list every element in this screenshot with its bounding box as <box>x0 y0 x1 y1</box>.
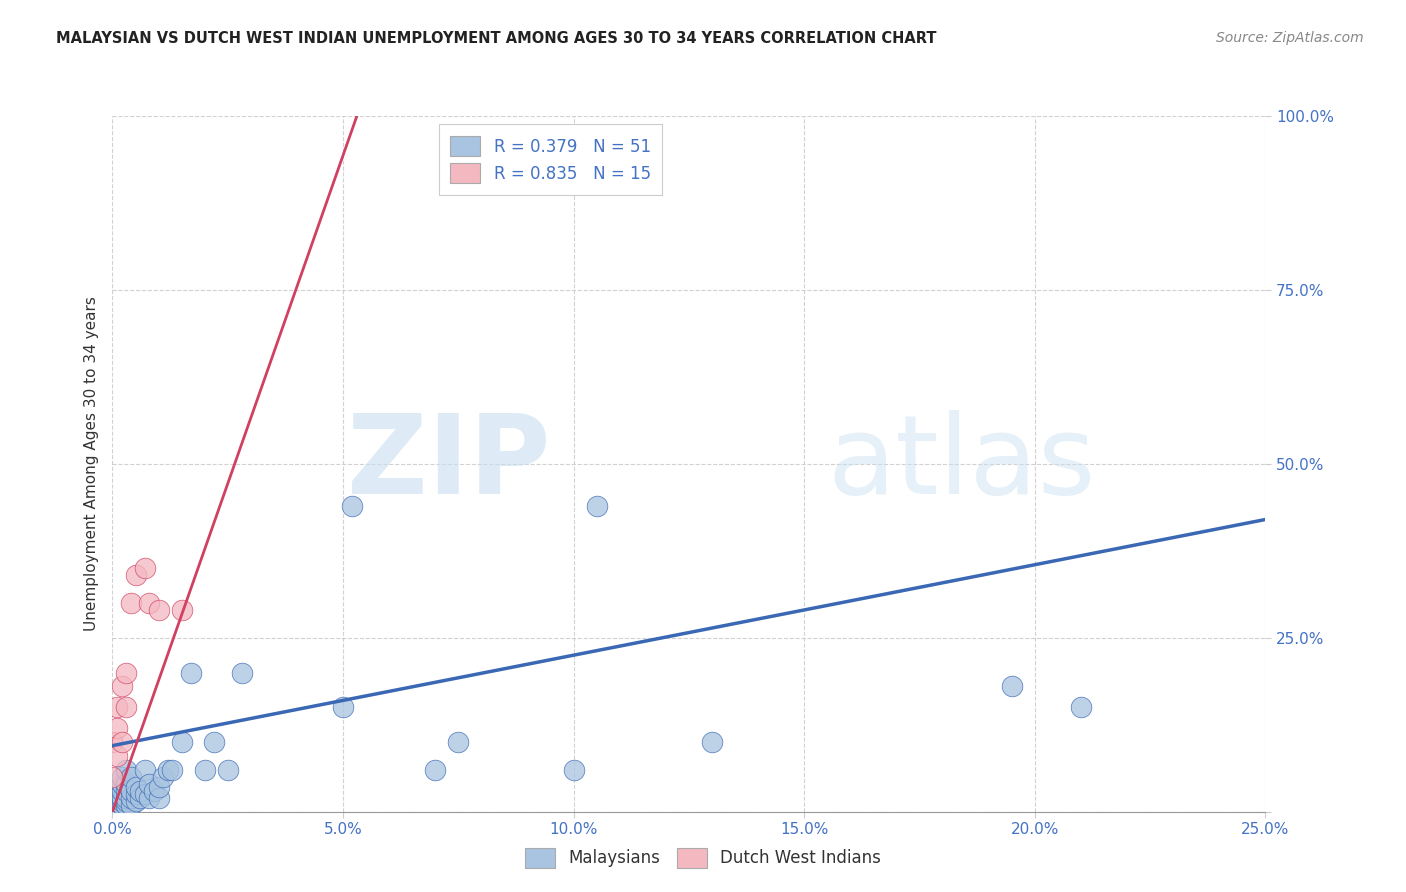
Point <box>162 763 184 777</box>
Point <box>124 788 146 801</box>
Text: atlas: atlas <box>827 410 1095 517</box>
Point <box>700 735 723 749</box>
Point <box>156 763 179 777</box>
Point <box>585 499 607 513</box>
Point <box>111 680 134 694</box>
Point <box>111 797 134 812</box>
Legend: R = 0.379   N = 51, R = 0.835   N = 15: R = 0.379 N = 51, R = 0.835 N = 15 <box>439 124 662 195</box>
Point <box>115 797 138 812</box>
Point <box>170 735 193 749</box>
Point <box>129 784 152 798</box>
Point <box>115 794 138 808</box>
Legend: Malaysians, Dutch West Indians: Malaysians, Dutch West Indians <box>519 841 887 875</box>
Point <box>115 777 138 791</box>
Point <box>332 700 354 714</box>
Point <box>111 770 134 784</box>
Point <box>194 763 217 777</box>
Point <box>120 790 142 805</box>
Y-axis label: Unemployment Among Ages 30 to 34 years: Unemployment Among Ages 30 to 34 years <box>83 296 98 632</box>
Point <box>180 665 202 680</box>
Point <box>120 596 142 610</box>
Point <box>115 700 138 714</box>
Point <box>134 763 156 777</box>
Point <box>170 603 193 617</box>
Text: ZIP: ZIP <box>347 410 551 517</box>
Point <box>105 794 128 808</box>
Point <box>447 735 470 749</box>
Text: MALAYSIAN VS DUTCH WEST INDIAN UNEMPLOYMENT AMONG AGES 30 TO 34 YEARS CORRELATIO: MALAYSIAN VS DUTCH WEST INDIAN UNEMPLOYM… <box>56 31 936 46</box>
Point <box>138 596 160 610</box>
Point <box>217 763 239 777</box>
Point <box>231 665 253 680</box>
Point <box>124 780 146 795</box>
Point <box>105 788 128 801</box>
Point <box>342 499 364 513</box>
Point <box>134 788 156 801</box>
Point <box>101 770 124 784</box>
Point <box>124 794 146 808</box>
Point <box>105 801 128 815</box>
Point <box>562 763 585 777</box>
Point <box>111 794 134 808</box>
Point <box>105 749 128 764</box>
Point <box>152 770 174 784</box>
Point <box>120 770 142 784</box>
Point <box>202 735 225 749</box>
Text: Source: ZipAtlas.com: Source: ZipAtlas.com <box>1216 31 1364 45</box>
Point <box>111 790 134 805</box>
Point <box>115 763 138 777</box>
Point <box>148 780 170 795</box>
Point <box>138 790 160 805</box>
Point <box>115 790 138 805</box>
Point <box>101 735 124 749</box>
Point <box>148 790 170 805</box>
Point <box>120 797 142 812</box>
Point <box>124 568 146 582</box>
Point <box>115 784 138 798</box>
Point <box>105 790 128 805</box>
Point <box>115 665 138 680</box>
Point <box>111 777 134 791</box>
Point <box>120 784 142 798</box>
Point <box>129 790 152 805</box>
Point <box>1001 680 1024 694</box>
Point <box>138 777 160 791</box>
Point <box>134 561 156 575</box>
Point <box>111 735 134 749</box>
Point <box>1070 700 1092 714</box>
Point <box>105 721 128 735</box>
Point <box>105 700 128 714</box>
Point <box>111 784 134 798</box>
Point <box>143 784 166 798</box>
Point <box>101 797 124 812</box>
Point <box>425 763 447 777</box>
Point <box>148 603 170 617</box>
